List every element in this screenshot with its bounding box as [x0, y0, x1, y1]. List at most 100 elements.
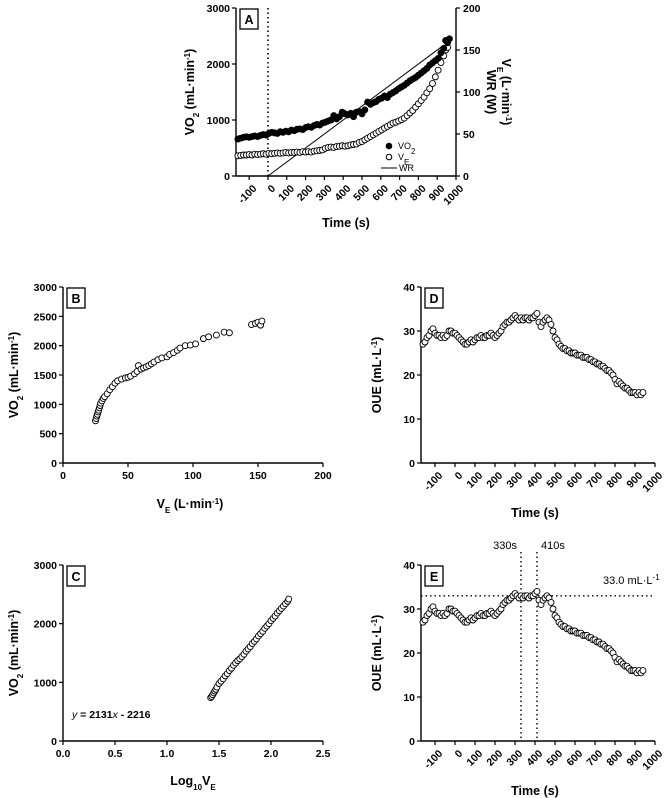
y-tick-label: 10	[403, 414, 415, 426]
x-tick-label: 300	[504, 748, 525, 769]
ve-point	[431, 73, 439, 81]
y-right-title-line1: VE (L·min-1)	[496, 59, 514, 126]
label-part: 2	[16, 673, 25, 678]
oue-point	[639, 667, 647, 675]
label-part: min	[183, 60, 197, 82]
ve-point	[426, 85, 434, 93]
x-tick-label: 100	[276, 183, 297, 204]
label-part: min	[499, 92, 513, 114]
x-tick-label: 400	[333, 183, 354, 204]
x-tick-label: 600	[370, 183, 391, 204]
label-part: -1	[370, 340, 379, 348]
y-tick-label: 10	[403, 692, 415, 704]
label-part: )	[7, 610, 21, 614]
ve-point	[434, 66, 442, 74]
label-part: ·	[643, 575, 647, 587]
label-part: Time (s)	[322, 216, 370, 230]
x-tick-label: 300	[314, 183, 335, 204]
y-right-title-line2: WR (W)	[484, 70, 498, 114]
x-tick-label: 0.5	[108, 748, 123, 760]
vo2-ve-point	[192, 340, 200, 348]
y-axis-title: OUE (mL·L-1)	[370, 337, 385, 414]
oue-point	[549, 327, 557, 335]
label-part: V	[202, 774, 211, 788]
panel-label-box	[66, 565, 86, 587]
label-part: L	[646, 575, 652, 587]
y-tick-label: 0	[224, 171, 230, 183]
panel-label-box	[239, 8, 259, 30]
label-part: V	[398, 152, 404, 162]
y-tick-label: 40	[403, 282, 415, 294]
y-tick-label: 3000	[34, 282, 58, 294]
panel-label: C	[71, 570, 80, 584]
x-tick-label: 0.0	[56, 748, 71, 760]
y-right-tick-label: 50	[463, 129, 475, 141]
y-axis-title: VO2 (mL·min-1)	[7, 332, 25, 419]
label-part: V	[499, 59, 513, 68]
label-part: OUE (mL	[370, 637, 384, 691]
label-part: (mL	[7, 647, 21, 674]
y-tick-label: 2500	[34, 311, 58, 323]
label-part: min	[7, 343, 21, 365]
vo2-point	[440, 44, 448, 52]
y-tick-label: 30	[403, 604, 415, 616]
vo2-ve-point	[205, 333, 213, 341]
oue-point	[533, 309, 541, 317]
x-tick-label: -100	[422, 470, 445, 493]
oue-point	[547, 320, 555, 328]
y-tick-label: 0	[51, 458, 57, 470]
label-part: -1	[212, 497, 220, 506]
oue-point	[549, 605, 557, 613]
x-tick-label: 100	[464, 470, 485, 491]
y-right-tick-label: 100	[463, 87, 481, 99]
label-part: E	[165, 506, 171, 515]
label-part: (mL	[7, 369, 21, 396]
panel-label: B	[71, 292, 80, 306]
x-axis-title: Log10VE	[170, 774, 216, 792]
vo2-logve-point	[285, 595, 293, 603]
regression-equation: y = 2131x - 2216	[71, 709, 151, 721]
label-part: y	[71, 709, 78, 721]
y-right-tick-label: 150	[463, 45, 481, 57]
x-tick-label: 800	[604, 470, 625, 491]
x-tick-label: 700	[389, 183, 410, 204]
x-tick-label: 1.0	[160, 748, 175, 760]
label-part: VO	[7, 678, 21, 696]
panel-label-box	[424, 287, 444, 309]
label-part: (L	[499, 72, 513, 88]
x-tick-label: 100	[184, 470, 202, 482]
x-tick-label: 150	[249, 470, 267, 482]
label-part: E	[404, 158, 409, 167]
y-axis-title: VO2 (mL·min-1)	[183, 49, 201, 136]
label-part: -1	[653, 573, 661, 582]
label-part: )	[7, 332, 21, 336]
label-part: E	[496, 67, 505, 73]
y-tick-label: 1000	[34, 399, 58, 411]
y-right-tick-label: 0	[463, 171, 469, 183]
label-part: 2	[411, 147, 416, 156]
vo2-point	[361, 106, 369, 114]
label-part: -1	[7, 335, 16, 343]
x-tick-label: 700	[584, 748, 605, 769]
x-axis-title: Time (s)	[511, 784, 559, 798]
panel-label-box	[424, 565, 444, 587]
legend-wr: WR	[399, 163, 414, 173]
x-tick-label: 600	[564, 470, 585, 491]
label-part: x	[112, 709, 119, 721]
x-tick-label: 400	[524, 470, 545, 491]
y-tick-label: 2000	[34, 619, 58, 631]
label-part: VO	[7, 400, 21, 418]
y-tick-label: 1000	[207, 115, 231, 127]
x-tick-label: 0	[453, 748, 466, 761]
legend-vo2: VO2	[398, 141, 416, 156]
y-tick-label: 40	[403, 560, 415, 572]
panel-label: D	[429, 292, 438, 306]
y-right-tick-label: 200	[463, 3, 481, 15]
y-tick-label: 0	[409, 736, 415, 748]
label-part: (mL	[183, 86, 197, 113]
panel-label: E	[430, 570, 438, 584]
y-tick-label: 1500	[34, 370, 58, 382]
label-part: ·	[183, 82, 197, 86]
x-tick-label: 800	[408, 183, 429, 204]
x-tick-label: 1000	[640, 748, 665, 773]
